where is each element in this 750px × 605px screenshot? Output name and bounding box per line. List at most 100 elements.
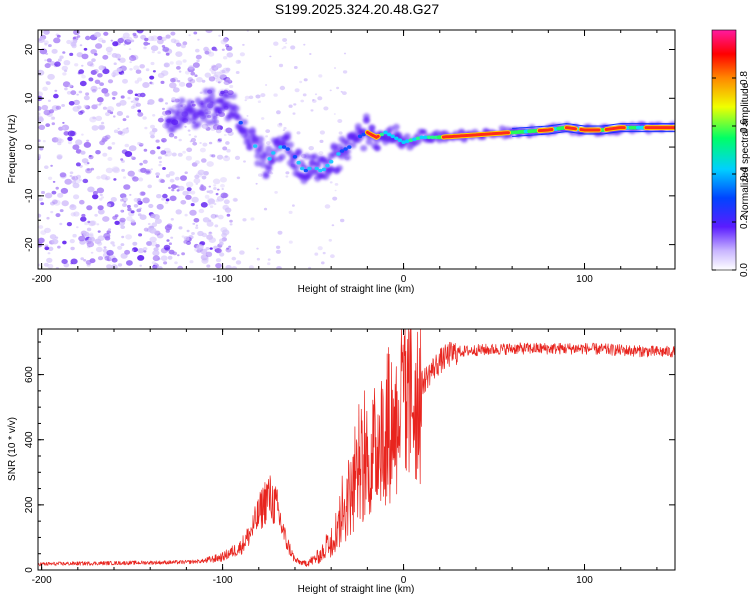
ridge-core xyxy=(415,136,421,141)
noise-blob xyxy=(318,74,323,78)
noise-blob xyxy=(288,104,293,108)
noise-blob xyxy=(208,76,216,82)
noise-blob xyxy=(51,190,57,195)
noise-blob xyxy=(120,198,124,202)
ridge-blob xyxy=(308,160,316,167)
noise-blob xyxy=(142,82,150,88)
noise-blob xyxy=(125,234,132,240)
noise-blob xyxy=(164,63,169,67)
noise-blob xyxy=(168,171,175,176)
noise-blob xyxy=(214,224,219,228)
noise-blob xyxy=(56,155,63,160)
noise-blob xyxy=(71,176,76,180)
noise-blob xyxy=(86,227,92,232)
noise-blob xyxy=(165,34,171,39)
noise-blob xyxy=(51,116,55,120)
ridge-blob xyxy=(286,141,294,148)
ridge-blob xyxy=(254,160,262,167)
colorbar-tick-label: 0.0 xyxy=(739,263,750,277)
noise-blob xyxy=(105,134,111,140)
noise-blob xyxy=(319,130,325,135)
noise-blob xyxy=(212,178,221,185)
ridge-hot-core xyxy=(365,130,380,140)
noise-blob xyxy=(59,55,64,59)
ridge-blob xyxy=(428,137,436,143)
noise-blob xyxy=(38,237,45,244)
ridge-core xyxy=(357,134,363,139)
ridge-core xyxy=(292,155,298,159)
snr-frame xyxy=(37,328,676,571)
noise-blob xyxy=(152,255,160,262)
noise-blob xyxy=(283,46,287,49)
noise-blob xyxy=(248,95,254,100)
noise-blob xyxy=(232,197,238,202)
noise-blob xyxy=(258,173,263,177)
noise-blob xyxy=(111,72,117,77)
noise-blob xyxy=(273,41,279,46)
noise-blob xyxy=(128,48,132,51)
colorbar-label: Normalized spectral amplitude xyxy=(740,82,750,217)
noise-blob xyxy=(208,237,216,244)
ridge-blob xyxy=(200,106,208,113)
ridge-blob xyxy=(251,136,259,144)
noise-blob xyxy=(86,205,93,211)
noise-blob xyxy=(141,143,144,146)
noise-blob xyxy=(188,133,192,136)
noise-blob xyxy=(275,249,281,254)
noise-blob xyxy=(256,247,259,250)
noise-blob xyxy=(244,95,250,100)
noise-blob xyxy=(50,201,55,206)
noise-blob xyxy=(149,236,157,243)
noise-blob xyxy=(134,93,138,97)
noise-blob xyxy=(110,39,114,42)
noise-blob xyxy=(85,92,90,96)
noise-blob xyxy=(86,162,90,165)
noise-blob xyxy=(214,48,218,52)
noise-blob xyxy=(62,240,67,245)
noise-blob xyxy=(244,99,247,102)
noise-blob xyxy=(109,111,114,115)
ridge-core xyxy=(397,138,403,142)
noise-blob xyxy=(323,106,329,111)
noise-blob xyxy=(140,93,145,97)
noise-blob xyxy=(152,114,156,117)
ridge-core xyxy=(314,166,319,171)
noise-blob xyxy=(137,200,143,205)
y-tick-label: 10 xyxy=(24,92,35,104)
noise-blob xyxy=(193,31,198,35)
noise-blob xyxy=(165,102,168,105)
noise-blob xyxy=(101,196,104,199)
noise-blob xyxy=(178,226,183,230)
noise-blob xyxy=(166,223,173,229)
noise-blob xyxy=(94,31,101,38)
noise-blob xyxy=(80,150,86,155)
noise-blob xyxy=(55,213,61,218)
noise-blob xyxy=(99,82,104,86)
noise-blob xyxy=(91,58,96,62)
noise-blob xyxy=(160,115,164,119)
noise-blob xyxy=(122,78,128,84)
noise-blob xyxy=(112,96,116,100)
noise-blob xyxy=(116,111,123,116)
noise-blob xyxy=(161,110,168,116)
noise-blob xyxy=(121,72,125,75)
noise-blob xyxy=(178,138,182,142)
noise-blob xyxy=(138,233,143,237)
ridge-core xyxy=(347,145,352,149)
noise-blob xyxy=(130,219,136,224)
noise-blob xyxy=(159,160,162,164)
noise-blob xyxy=(79,44,83,47)
noise-blob xyxy=(120,158,124,161)
noise-blob xyxy=(122,203,127,207)
noise-blob xyxy=(70,246,75,251)
noise-blob xyxy=(303,43,306,46)
noise-blob xyxy=(102,106,107,110)
noise-blob xyxy=(296,131,301,135)
noise-blob xyxy=(83,141,92,148)
noise-blob xyxy=(269,55,272,58)
noise-blob xyxy=(71,180,77,184)
noise-blob xyxy=(43,31,47,35)
colorbar-tick-label: 0.4 xyxy=(739,167,750,181)
noise-blob xyxy=(201,256,205,259)
ridge-hot-core xyxy=(604,126,626,131)
